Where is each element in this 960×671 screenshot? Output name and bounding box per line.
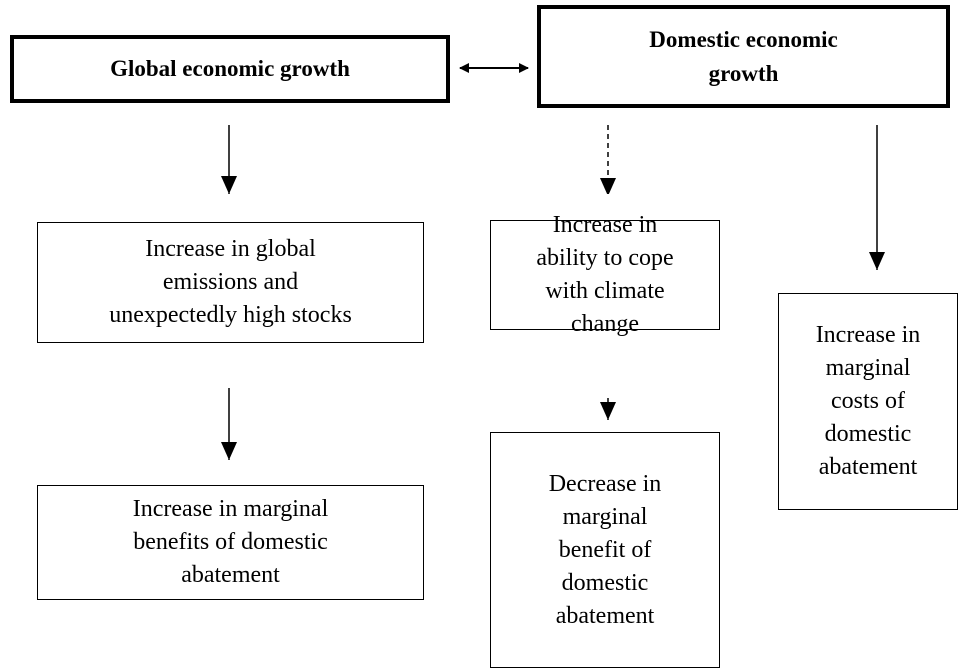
node: Global economic growth (10, 35, 450, 103)
node-label: abatement (818, 454, 918, 480)
node-label: Global economic growth (110, 56, 350, 81)
node: Increase in marginal benefits of domestic… (37, 485, 424, 600)
node-label: costs of (831, 388, 905, 414)
node-label: Increase in (815, 322, 921, 348)
node-label: marginal (825, 355, 911, 381)
node-label: growth (708, 60, 779, 86)
node-label: Decrease in (548, 470, 662, 497)
node: Increase in global emissions and unexpecte… (37, 222, 424, 343)
node: Domestic economic growth (537, 5, 950, 108)
node-label: marginal (562, 503, 648, 530)
node-label: unexpectedly high stocks (109, 302, 352, 328)
node: Decrease in marginal benefit of domestic aba… (490, 432, 720, 668)
node-label: Increase in marginal (132, 496, 329, 522)
node-label: change (571, 311, 639, 337)
node-label: abatement (181, 562, 280, 588)
node: Increase in marginal costs of domestic abate… (778, 293, 958, 510)
node-label: domestic (561, 569, 649, 596)
node-label: benefits of domestic (133, 529, 328, 555)
node: Increase in ability to cope with climate ch… (490, 212, 720, 337)
node-label: emissions and (162, 269, 299, 295)
node-label: Increase in global (145, 236, 316, 262)
node-label: Domestic economic (649, 26, 838, 52)
node-label: abatement (555, 602, 655, 629)
node-label: domestic (824, 421, 912, 447)
node-label: Increase in (552, 212, 658, 238)
node-label: with climate (545, 278, 665, 304)
node-label: benefit of (558, 536, 652, 563)
node-label: ability to cope (536, 245, 674, 271)
